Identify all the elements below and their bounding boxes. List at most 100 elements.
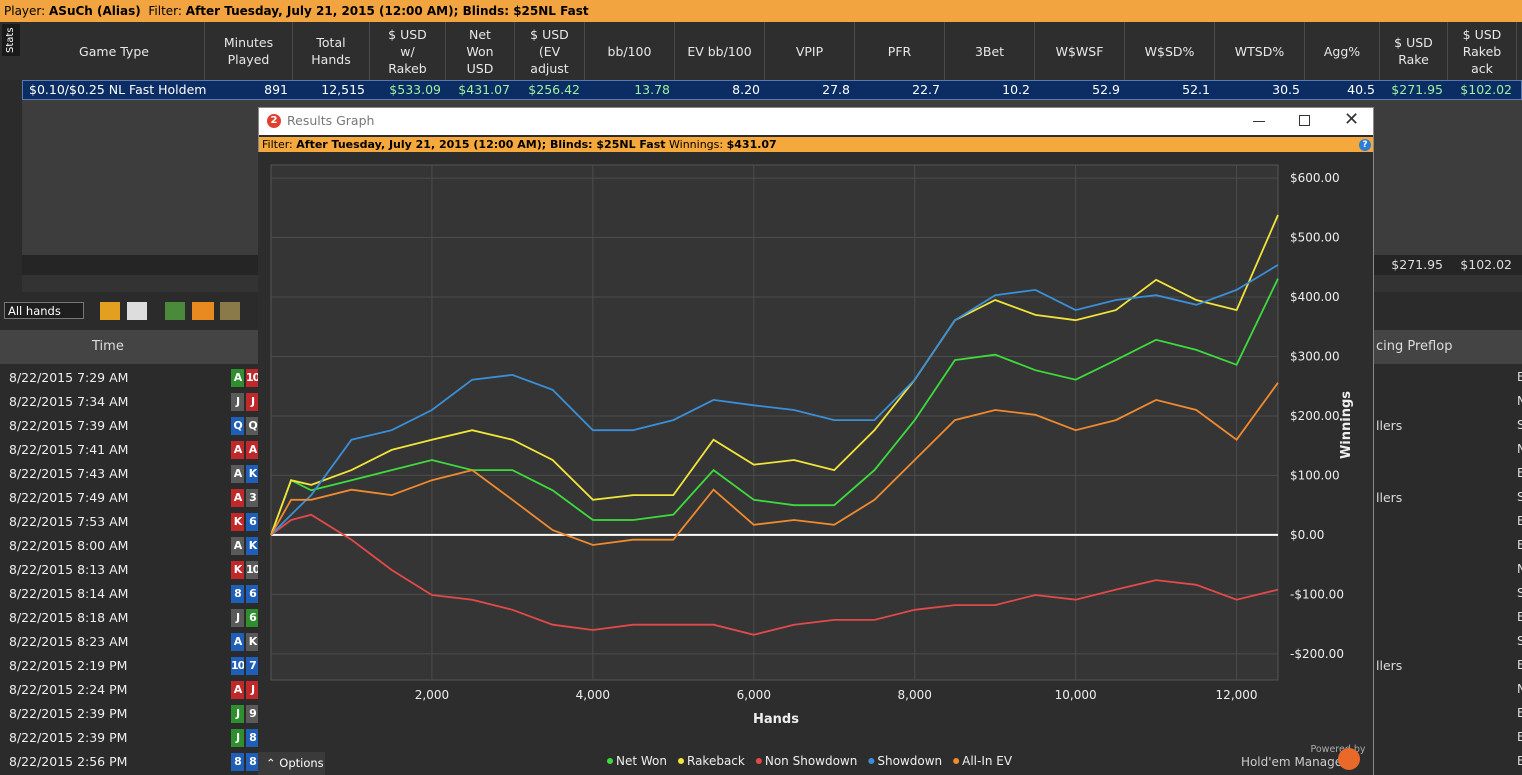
- stats-cell: 52.9: [1092, 82, 1120, 97]
- card: 7: [246, 657, 259, 675]
- y-tick-label: $300.00: [1290, 349, 1340, 363]
- hand-edge: N: [1517, 394, 1522, 408]
- card: K: [246, 633, 259, 651]
- hand-edge: N: [1517, 682, 1522, 696]
- hand-edge: S: [1517, 586, 1522, 600]
- powered-by: Powered by: [1310, 744, 1365, 755]
- y-axis-label: Winnings: [1339, 391, 1354, 459]
- x-tick-label: 12,000: [1216, 688, 1258, 702]
- column-header: EV bb/100: [675, 22, 765, 80]
- hand-time: 8/22/2015 8:14 AM: [9, 586, 129, 601]
- help-button[interactable]: ?: [1359, 139, 1371, 151]
- card: 6: [246, 513, 259, 531]
- hand-edge: S: [1517, 418, 1522, 432]
- toolbar-icon[interactable]: [220, 302, 240, 320]
- column-header: 3Bet: [945, 22, 1035, 80]
- card: 3: [246, 489, 259, 507]
- hand-edge: E: [1517, 370, 1522, 384]
- card: A: [231, 441, 244, 459]
- plot-area: [270, 164, 1279, 681]
- stats-cell: 40.5: [1347, 82, 1375, 97]
- toolbar-icon[interactable]: [127, 302, 147, 320]
- card: 10: [246, 561, 259, 579]
- card: A: [231, 633, 244, 651]
- series-line: [270, 382, 1279, 546]
- x-tick-label: 6,000: [737, 688, 771, 702]
- hand-time: 8/22/2015 7:43 AM: [9, 466, 129, 481]
- hand-edge: E: [1517, 610, 1522, 624]
- filter: After Tuesday, July 21, 2015 (12:00 AM);…: [185, 4, 589, 18]
- hand-time: 8/22/2015 7:34 AM: [9, 394, 129, 409]
- card: J: [231, 393, 244, 411]
- hand-action: llers: [1376, 418, 1403, 433]
- stats-cell: $271.95: [1391, 82, 1443, 97]
- stats-header-bg: [0, 22, 1522, 80]
- brand-logo: [1338, 748, 1360, 770]
- hands-filter[interactable]: All hands: [4, 302, 84, 319]
- card: 10: [231, 657, 244, 675]
- hand-edge: S: [1517, 634, 1522, 648]
- options-button[interactable]: ⌃ Options: [258, 752, 325, 775]
- hand-time: 8/22/2015 7:49 AM: [9, 490, 129, 505]
- card: A: [231, 681, 244, 699]
- x-tick-label: 2,000: [415, 688, 449, 702]
- toolbar-icon[interactable]: [192, 302, 214, 320]
- series-line: [270, 214, 1279, 536]
- stats-cell: 10.2: [1002, 82, 1030, 97]
- column-header: Net Won USD: [446, 22, 515, 80]
- card: K: [246, 537, 259, 555]
- side-tab[interactable]: Stats: [2, 24, 20, 56]
- card: K: [246, 465, 259, 483]
- stats-cell: 52.1: [1182, 82, 1210, 97]
- column-header: bb/100: [585, 22, 675, 80]
- hand-edge: E: [1517, 466, 1522, 480]
- hand-edge: S: [1517, 490, 1522, 504]
- toolbar-icon[interactable]: [100, 302, 120, 320]
- card: Q: [246, 417, 259, 435]
- legend-marker: [755, 758, 762, 764]
- column-header: VPIP: [765, 22, 855, 80]
- legend-marker: [607, 758, 613, 764]
- column-header: Agg%: [1305, 22, 1380, 80]
- legend-marker: [953, 758, 960, 764]
- toolbar-icon[interactable]: [165, 302, 185, 320]
- y-tick-label: -$200.00: [1290, 647, 1344, 661]
- hand-time: 8/22/2015 2:56 PM: [9, 754, 128, 769]
- hand-edge: E: [1517, 706, 1522, 720]
- close-button[interactable]: ✕: [1344, 109, 1360, 130]
- card: J: [246, 681, 259, 699]
- card: J: [231, 609, 244, 627]
- y-tick-label: -$100.00: [1290, 587, 1344, 601]
- hand-time: 8/22/2015 8:00 AM: [9, 538, 129, 553]
- card: A: [231, 465, 244, 483]
- minimize-button[interactable]: [1253, 121, 1265, 122]
- hand-edge: E: [1517, 730, 1522, 744]
- column-header: Time: [92, 339, 124, 354]
- column-header: $ USD Rakeb ack: [1448, 22, 1517, 80]
- column-header: $ USD w/ Rakeb: [370, 22, 446, 80]
- legend-label: Non Showdown: [765, 754, 858, 768]
- stats-cell: $102.02: [1460, 82, 1512, 97]
- series-line: [270, 513, 1279, 636]
- hand-edge: N: [1517, 562, 1522, 576]
- card: 8: [231, 585, 244, 603]
- winnings-label: Winnings:: [669, 138, 724, 151]
- legend-label: Showdown: [877, 754, 942, 768]
- column-header: Minutes Played: [205, 22, 293, 80]
- series-line: [270, 264, 1279, 536]
- totals-cell: $271.95: [1391, 257, 1443, 272]
- hand-action: llers: [1376, 490, 1403, 505]
- stats-cell: 27.8: [822, 82, 850, 97]
- legend-marker: [868, 758, 875, 764]
- hand-time: 8/22/2015 2:24 PM: [9, 682, 128, 697]
- column-header: W$WSF: [1035, 22, 1125, 80]
- stats-cell: 8.20: [732, 82, 760, 97]
- column-header: W$SD%: [1125, 22, 1215, 80]
- card: 10: [246, 369, 259, 387]
- x-axis-label: Hands: [753, 712, 799, 727]
- card: A: [231, 537, 244, 555]
- maximize-button[interactable]: [1299, 115, 1310, 126]
- hand-time: 8/22/2015 8:18 AM: [9, 610, 129, 625]
- totals-cell: $102.02: [1460, 257, 1512, 272]
- title-bar: [259, 108, 1373, 135]
